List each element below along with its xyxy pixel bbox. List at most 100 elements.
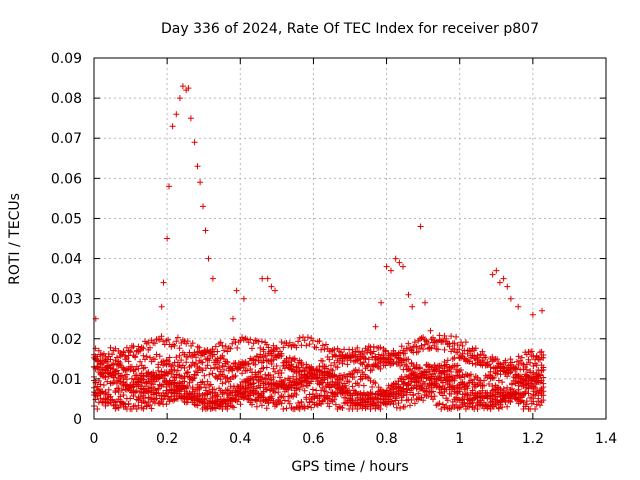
data-point <box>504 403 511 410</box>
x-tick-label: 0.8 <box>375 431 397 447</box>
y-tick-label: 0.03 <box>51 292 82 308</box>
data-point <box>151 386 158 392</box>
data-point <box>405 340 412 347</box>
data-point <box>523 361 530 368</box>
data-point <box>303 342 310 349</box>
data-point <box>184 354 191 361</box>
data-point <box>140 345 147 352</box>
data-point <box>471 376 478 383</box>
y-tick-label: 0.01 <box>51 372 82 388</box>
data-point <box>291 356 298 363</box>
plot-frame <box>93 57 607 420</box>
data-point <box>273 344 280 351</box>
data-point <box>407 366 413 373</box>
data-point <box>140 405 147 412</box>
data-point <box>181 365 188 371</box>
data-point <box>398 343 405 350</box>
data-point <box>435 346 441 353</box>
data-point <box>219 380 226 387</box>
data-point <box>349 346 356 353</box>
data-point <box>495 377 502 384</box>
data-point <box>262 352 269 359</box>
data-point <box>540 374 547 381</box>
data-point <box>173 374 180 381</box>
data-point <box>422 299 428 306</box>
data-point <box>233 287 240 294</box>
data-point <box>413 361 420 368</box>
data-point <box>415 348 422 355</box>
data-point <box>258 338 265 345</box>
data-point <box>360 359 367 366</box>
data-point <box>216 364 223 371</box>
data-point <box>286 339 293 346</box>
data-point <box>408 397 415 403</box>
data-point <box>171 366 178 373</box>
data-point <box>278 400 285 407</box>
data-point <box>318 392 325 399</box>
data-point <box>285 359 292 366</box>
data-point <box>481 377 487 384</box>
data-point <box>326 356 333 363</box>
data-point <box>418 342 425 349</box>
data-point <box>451 340 458 347</box>
data-point <box>204 378 211 385</box>
axis-ticks: 0 0.2 0.4 0.6 0.8 1 1.2 1.4 0 0.01 0.02 0.03 0.04 0.0… <box>51 51 617 447</box>
data-point <box>367 377 374 384</box>
data-point <box>94 353 101 360</box>
data-point <box>383 263 390 270</box>
data-point <box>472 345 479 352</box>
data-point <box>523 401 530 408</box>
data-point <box>296 334 303 341</box>
data-point <box>402 403 408 410</box>
data-point <box>272 389 278 396</box>
x-tick-label: 1.2 <box>522 431 544 447</box>
data-point <box>444 381 451 388</box>
data-point <box>420 397 427 404</box>
data-point <box>382 347 389 354</box>
data-point <box>490 403 497 410</box>
data-point <box>112 345 119 352</box>
data-point <box>244 367 251 374</box>
data-point <box>221 347 227 354</box>
data-point <box>377 365 384 372</box>
data-point <box>258 402 265 409</box>
data-point <box>496 279 503 286</box>
data-point <box>114 354 120 361</box>
data-point <box>196 390 203 397</box>
data-point <box>166 183 172 190</box>
data-point <box>196 344 203 351</box>
data-point <box>120 348 127 355</box>
data-point <box>227 345 234 352</box>
x-tick-label: 0.6 <box>302 431 324 447</box>
data-point <box>369 384 376 390</box>
data-point <box>339 375 346 382</box>
y-tick-label: 0.08 <box>51 91 82 107</box>
data-point <box>179 83 186 90</box>
data-point <box>100 382 107 388</box>
data-point <box>448 391 455 397</box>
data-point <box>155 385 162 392</box>
data-point <box>318 346 325 353</box>
data-point <box>502 357 509 364</box>
data-point <box>207 381 214 388</box>
data-point <box>461 399 468 406</box>
data-point <box>155 361 162 368</box>
data-point <box>308 396 315 403</box>
data-point <box>212 361 219 368</box>
data-point <box>191 139 198 146</box>
data-point <box>453 333 460 340</box>
data-point <box>301 387 308 394</box>
data-point <box>249 345 255 352</box>
data-point <box>127 348 134 355</box>
data-point <box>137 347 144 354</box>
data-point <box>189 384 196 391</box>
data-point <box>207 365 214 372</box>
data-point <box>538 348 545 355</box>
data-point <box>110 379 117 386</box>
data-point <box>119 372 125 379</box>
data-point <box>237 401 244 408</box>
data-point <box>164 235 171 242</box>
data-point <box>324 400 331 407</box>
data-point <box>438 406 445 412</box>
